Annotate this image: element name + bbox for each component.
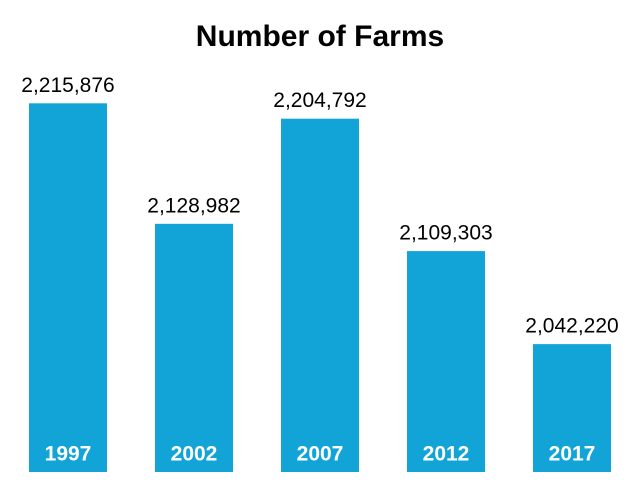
category-label: 2017 <box>549 443 596 466</box>
bar <box>281 118 359 473</box>
bar <box>29 103 107 473</box>
category-label: 2007 <box>297 443 344 466</box>
value-label: 2,128,982 <box>147 194 240 217</box>
value-label: 2,109,303 <box>399 222 492 245</box>
value-label: 2,204,792 <box>273 89 366 112</box>
category-label: 1997 <box>45 443 92 466</box>
value-label: 2,042,220 <box>525 315 618 338</box>
category-label: 2012 <box>423 443 470 466</box>
value-label: 2,215,876 <box>21 74 114 97</box>
chart-title: Number of Farms <box>196 20 444 53</box>
bar <box>407 251 485 472</box>
category-label: 2002 <box>171 443 218 466</box>
bar <box>155 223 233 472</box>
bar <box>533 344 611 472</box>
